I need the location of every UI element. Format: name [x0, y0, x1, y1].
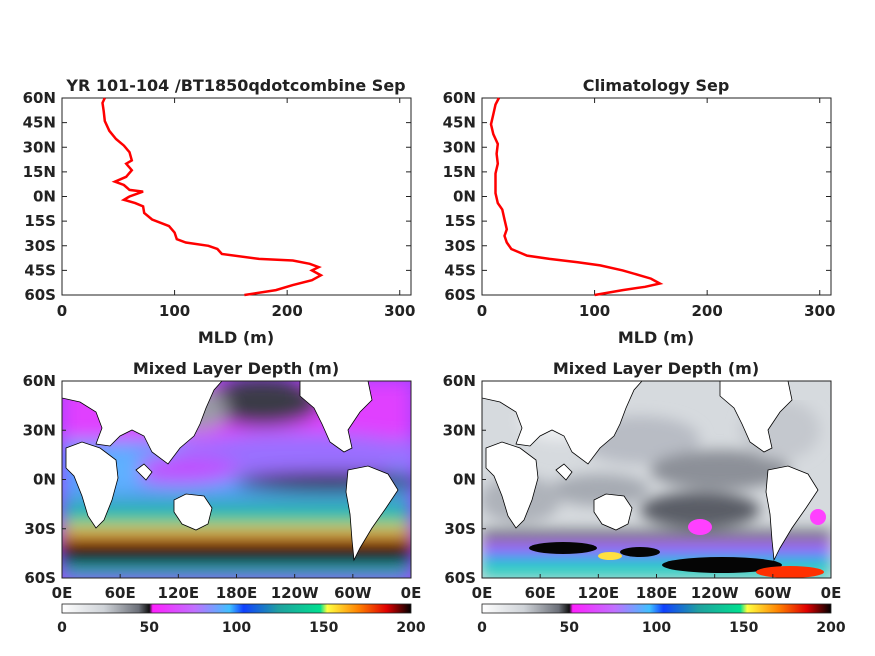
- series-line-mld: [101, 97, 324, 297]
- colorbar-tick-label: 0: [57, 620, 67, 636]
- colorbar-tick-label: 100: [222, 620, 251, 636]
- series-line-mld: [489, 97, 664, 297]
- y-tick-label: 30S: [24, 237, 56, 255]
- y-tick-label: 15N: [23, 163, 56, 181]
- x-tick-label: 300: [384, 302, 415, 320]
- latitude-label: 60N: [23, 372, 56, 390]
- y-tick-label: 15N: [443, 163, 476, 181]
- y-tick-label: 30N: [23, 138, 56, 156]
- x-axis-label: MLD (m): [198, 328, 274, 347]
- y-tick-label: 15S: [444, 212, 476, 230]
- chart-title: Climatology Sep: [583, 76, 730, 95]
- latitude-label: 30S: [444, 520, 476, 538]
- colorbar-tick-label: 200: [816, 620, 845, 636]
- y-tick-label: 45S: [24, 261, 56, 279]
- y-tick-label: 30N: [443, 138, 476, 156]
- map-title: Mixed Layer Depth (m): [553, 359, 759, 378]
- chart-title: YR 101-104 /BT1850qdotcombine Sep: [65, 76, 405, 95]
- panel-map-left: Mixed Layer Depth (m): [23, 359, 426, 636]
- longitude-label: 120E: [158, 584, 200, 602]
- latitude-label: 60N: [443, 372, 476, 390]
- latitude-label: 30N: [443, 421, 476, 439]
- longitude-label: 180E: [636, 584, 678, 602]
- y-tick-label: 15S: [24, 212, 56, 230]
- y-tick-label: 60S: [24, 286, 56, 304]
- longitude-label: 120W: [271, 584, 319, 602]
- longitude-label: 0E: [821, 584, 842, 602]
- longitude-label: 120E: [578, 584, 620, 602]
- colorbar: [61, 603, 412, 614]
- latitude-label: 60S: [444, 569, 476, 587]
- x-tick-label: 100: [159, 302, 190, 320]
- colorbar-tick-label: 200: [396, 620, 425, 636]
- colorbar-tick-label: 100: [642, 620, 671, 636]
- x-tick-label: 0: [57, 302, 67, 320]
- y-tick-label: 45N: [443, 114, 476, 132]
- latitude-label: 0N: [453, 471, 476, 489]
- longitude-label: 120W: [691, 584, 739, 602]
- longitude-label: 60W: [754, 584, 792, 602]
- y-tick-label: 0N: [453, 188, 476, 206]
- panel-top-right: Climatology Sep MLD (m) 60N 45N 30N 15N 0N 15…: [443, 76, 836, 347]
- y-tick-label: 0N: [33, 188, 56, 206]
- x-tick-label: 100: [579, 302, 610, 320]
- colorbar-ticks: 0 50 100 150 200: [477, 620, 846, 636]
- colorbar: [481, 603, 832, 614]
- colorbar-tick-label: 150: [309, 620, 338, 636]
- map-title: Mixed Layer Depth (m): [133, 359, 339, 378]
- latitude-label: 30N: [23, 421, 56, 439]
- plot-frame: [481, 97, 832, 296]
- longitude-label: 0E: [401, 584, 422, 602]
- continents: [482, 381, 819, 562]
- colorbar-tick-label: 0: [477, 620, 487, 636]
- longitude-label: 0E: [472, 584, 493, 602]
- panel-map-right: Mixed Layer Depth (m): [443, 359, 846, 636]
- longitude-label: 60E: [525, 584, 556, 602]
- x-tick-label: 300: [804, 302, 835, 320]
- colorbar-tick-label: 150: [729, 620, 758, 636]
- longitude-label: 180E: [216, 584, 258, 602]
- colorbar-ticks: 0 50 100 150 200: [57, 620, 426, 636]
- x-axis-label: MLD (m): [618, 328, 694, 347]
- latitude-label: 0N: [33, 471, 56, 489]
- longitude-label: 60W: [334, 584, 372, 602]
- continents: [62, 381, 399, 562]
- y-tick-label: 45S: [444, 261, 476, 279]
- mld-heatmap: [62, 381, 411, 578]
- longitude-label: 60E: [105, 584, 136, 602]
- longitude-label: 0E: [52, 584, 73, 602]
- latitude-label: 30S: [24, 520, 56, 538]
- colorbar-tick-label: 50: [140, 620, 160, 636]
- x-tick-label: 200: [692, 302, 723, 320]
- latitude-label: 60S: [24, 569, 56, 587]
- x-tick-label: 0: [477, 302, 487, 320]
- y-tick-label: 60N: [443, 89, 476, 107]
- y-tick-label: 60S: [444, 286, 476, 304]
- panel-top-left: YR 101-104 /BT1850qdotcombine Sep MLD (m…: [23, 76, 416, 347]
- y-tick-label: 30S: [444, 237, 476, 255]
- colorbar-tick-label: 50: [560, 620, 580, 636]
- y-tick-label: 45N: [23, 114, 56, 132]
- y-tick-label: 60N: [23, 89, 56, 107]
- plot-frame: [61, 97, 412, 296]
- mld-heatmap: [482, 381, 831, 578]
- x-tick-label: 200: [272, 302, 303, 320]
